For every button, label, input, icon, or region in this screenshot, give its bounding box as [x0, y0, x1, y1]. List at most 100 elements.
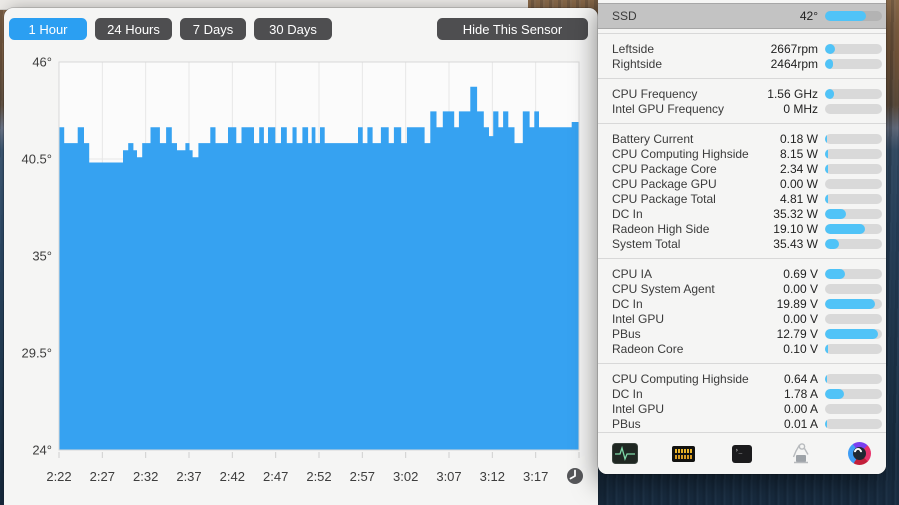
sensor-row-intel-gpu[interactable]: Intel GPU 0.00 V [598, 311, 886, 326]
sensor-label: PBus [612, 326, 641, 341]
sensor-value: 12.79 V [776, 326, 818, 341]
sensor-level-bar [825, 403, 882, 414]
x-axis-tick-label: 2:32 [133, 469, 158, 484]
chart-series-area [59, 86, 579, 450]
sensor-row-dc-in[interactable]: DC In 35.32 W [598, 206, 886, 221]
range-button-24-hours[interactable]: 24 Hours [95, 18, 172, 40]
sensor-value: 0.64 A [783, 371, 818, 386]
sensor-value: 0 MHz [783, 101, 818, 116]
sensor-level-bar [825, 148, 882, 159]
hide-this-sensor-button[interactable]: Hide This Sensor [437, 18, 588, 40]
sensor-value: 0.10 V [783, 341, 818, 356]
sensor-section-0: SSD 42° [598, 0, 886, 33]
sensor-value: 2.34 W [779, 161, 818, 176]
sensor-label: Intel GPU [612, 311, 665, 326]
activity-waveform-icon[interactable] [611, 440, 638, 467]
sensor-value: 0.00 V [783, 281, 818, 296]
x-axis-tick-label: 3:02 [393, 469, 418, 484]
x-axis-tick-label: 3:07 [436, 469, 461, 484]
terminal-icon[interactable] [729, 440, 756, 467]
sensor-label: Battery Current [612, 131, 694, 146]
sensor-level-bar [825, 11, 882, 21]
x-axis-tick-label: 2:27 [90, 469, 115, 484]
sensor-row-dc-in[interactable]: DC In 1.78 A [598, 386, 886, 401]
sensor-section-2: CPU Frequency 1.56 GHz Intel GPU Frequen… [598, 78, 886, 123]
sensor-label: Radeon High Side [612, 221, 710, 236]
sensor-level-bar [825, 58, 882, 69]
temperature-area-chart: 2:22 2:27 2:32 2:37 2:42 2:47 2:52 2:57 3:02 3:07… [21, 55, 583, 484]
range-button-7-days[interactable]: 7 Days [180, 18, 246, 40]
sensor-label: SSD [612, 9, 637, 23]
sensor-level-bar [825, 238, 882, 249]
sensor-level-bar [825, 193, 882, 204]
sensor-row-cpu-package-core[interactable]: CPU Package Core 2.34 W [598, 161, 886, 176]
sensor-value: 35.32 W [773, 206, 818, 221]
sensor-row-radeon-core[interactable]: Radeon Core 0.10 V [598, 341, 886, 356]
sensor-level-bar [825, 343, 882, 354]
sensor-value: 1.56 GHz [767, 86, 818, 101]
sensor-level-bar [825, 328, 882, 339]
sensor-row-radeon-high-side[interactable]: Radeon High Side 19.10 W [598, 221, 886, 236]
sensor-row-cpu-computing-highside[interactable]: CPU Computing Highside 0.64 A [598, 371, 886, 386]
x-axis-tick-label: 2:52 [306, 469, 331, 484]
x-axis-tick-label: 2:42 [220, 469, 245, 484]
sensor-value: 2667rpm [770, 41, 818, 56]
hand-truck-icon[interactable] [787, 440, 814, 467]
sensor-level-bar [825, 268, 882, 279]
sensor-level-bar [825, 88, 882, 99]
gauge-icon[interactable] [846, 440, 873, 467]
sensor-row-cpu-ia[interactable]: CPU IA 0.69 V [598, 266, 886, 281]
sensor-row-rightside[interactable]: Rightside 2464rpm [598, 56, 886, 71]
sensor-level-bar [825, 208, 882, 219]
sensor-row-ssd[interactable]: SSD 42° [598, 3, 886, 29]
sensor-value: 35.43 W [773, 236, 818, 251]
y-axis-tick-label: 29.5° [21, 346, 52, 361]
sensor-label: CPU Package GPU [612, 176, 717, 191]
sensor-row-cpu-system-agent[interactable]: CPU System Agent 0.00 V [598, 281, 886, 296]
sensor-row-pbus[interactable]: PBus 12.79 V [598, 326, 886, 341]
sensor-row-pbus[interactable]: PBus 0.01 A [598, 416, 886, 431]
sensor-row-leftside[interactable]: Leftside 2667rpm [598, 41, 886, 56]
sensor-value: 0.00 V [783, 311, 818, 326]
sensor-section-4: CPU IA 0.69 V CPU System Agent 0.00 V DC… [598, 258, 886, 363]
chart-panel: 1 Hour 24 Hours 7 Days 30 Days Hide This… [4, 8, 598, 505]
sensor-label: DC In [612, 206, 643, 221]
x-axis-tick-label: 2:57 [350, 469, 375, 484]
sensor-value: 1.78 A [783, 386, 818, 401]
sensor-value: 4.81 W [779, 191, 818, 206]
range-button-1-hour[interactable]: 1 Hour [9, 18, 87, 40]
sensor-value: 0.01 A [783, 416, 818, 431]
sensor-row-cpu-frequency[interactable]: CPU Frequency 1.56 GHz [598, 86, 886, 101]
sensor-value: 2464rpm [770, 56, 818, 71]
sensor-label: Intel GPU Frequency [612, 101, 725, 116]
sensor-row-dc-in[interactable]: DC In 19.89 V [598, 296, 886, 311]
sensor-section-1: Leftside 2667rpm Rightside 2464rpm [598, 33, 886, 78]
lcd-panel-icon[interactable] [670, 440, 697, 467]
sensor-label: CPU Frequency [612, 86, 698, 101]
sensor-row-cpu-package-total[interactable]: CPU Package Total 4.81 W [598, 191, 886, 206]
y-axis-tick-label: 40.5° [21, 152, 52, 167]
x-axis-tick-label: 2:37 [176, 469, 201, 484]
sensor-level-bar [825, 223, 882, 234]
x-axis-tick-label: 2:22 [46, 469, 71, 484]
sensor-row-battery-current[interactable]: Battery Current 0.18 W [598, 131, 886, 146]
sensor-label: DC In [612, 386, 643, 401]
sensor-label: PBus [612, 416, 641, 431]
sensor-label: System Total [612, 236, 681, 251]
sensor-row-cpu-computing-highside[interactable]: CPU Computing Highside 8.15 W [598, 146, 886, 161]
range-button-30-days[interactable]: 30 Days [254, 18, 332, 40]
sensor-row-cpu-package-gpu[interactable]: CPU Package GPU 0.00 W [598, 176, 886, 191]
sensor-level-bar [825, 283, 882, 294]
sensor-level-bar [825, 388, 882, 399]
sensor-label: Rightside [612, 56, 663, 71]
sensor-label: Radeon Core [612, 341, 684, 356]
sensor-label: CPU Package Core [612, 161, 717, 176]
sensor-row-intel-gpu-frequency[interactable]: Intel GPU Frequency 0 MHz [598, 101, 886, 116]
sensor-row-intel-gpu[interactable]: Intel GPU 0.00 A [598, 401, 886, 416]
clock-icon [567, 468, 583, 484]
sensor-level-bar [825, 163, 882, 174]
sensor-level-bar [825, 178, 882, 189]
sensor-row-system-total[interactable]: System Total 35.43 W [598, 236, 886, 251]
y-axis-tick-label: 35° [32, 249, 52, 264]
sensor-label: CPU Computing Highside [612, 146, 749, 161]
